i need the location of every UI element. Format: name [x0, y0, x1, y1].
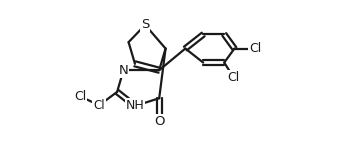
Text: S: S [141, 18, 149, 31]
Text: O: O [154, 115, 164, 128]
Text: N: N [119, 64, 128, 77]
Text: Cl: Cl [94, 99, 105, 112]
Text: Cl: Cl [74, 90, 86, 103]
Text: Cl: Cl [250, 42, 262, 55]
Text: Cl: Cl [228, 71, 240, 84]
Text: NH: NH [126, 99, 144, 112]
